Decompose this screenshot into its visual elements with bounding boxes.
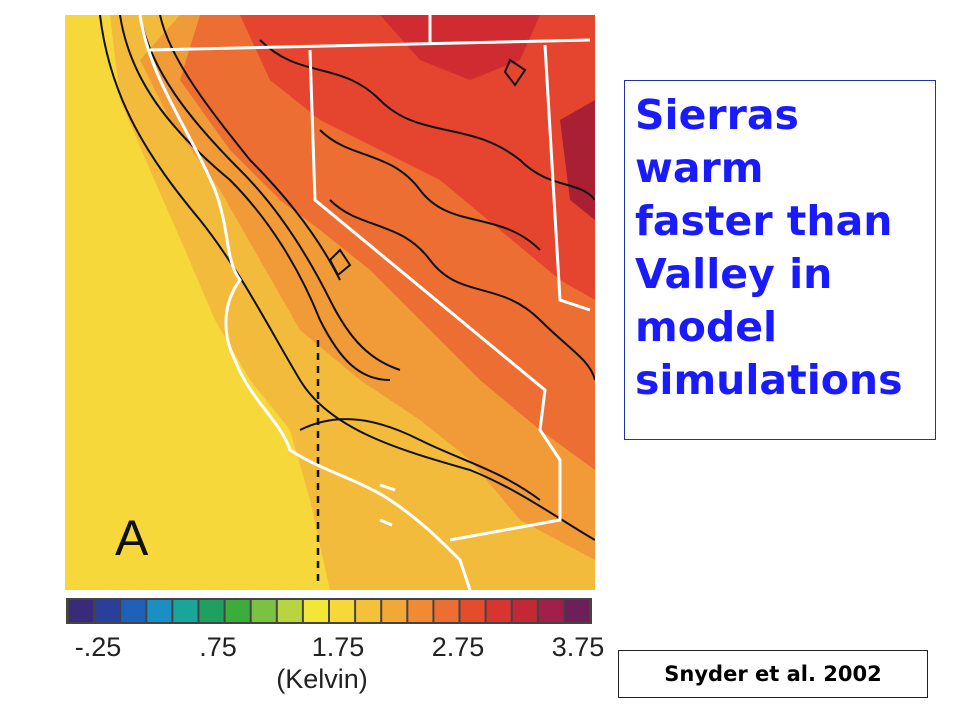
colorbar-swatch bbox=[564, 600, 589, 622]
callout-line: Sierras bbox=[635, 91, 799, 139]
colorbar-swatch bbox=[277, 600, 302, 622]
colorbar-swatch bbox=[434, 600, 459, 622]
callout-line: model bbox=[635, 303, 778, 351]
colorbar-tick-label: -.25 bbox=[75, 632, 122, 662]
colorbar-swatch bbox=[356, 600, 381, 622]
colorbar-swatch bbox=[512, 600, 537, 622]
colorbar-swatch bbox=[330, 600, 355, 622]
colorbar-tick-label: .75 bbox=[199, 632, 237, 662]
citation: Snyder et al. 2002 bbox=[618, 650, 928, 698]
colorbar-swatch bbox=[382, 600, 407, 622]
colorbar-swatch bbox=[147, 600, 172, 622]
colorbar-swatch bbox=[538, 600, 563, 622]
temperature-map bbox=[65, 15, 595, 590]
callout-line: warm bbox=[635, 144, 764, 192]
colorbar bbox=[66, 598, 592, 624]
callout-line: simulations bbox=[635, 356, 903, 404]
colorbar-unit: (Kelvin) bbox=[276, 664, 368, 694]
colorbar-swatch bbox=[121, 600, 146, 622]
panel-label: A bbox=[115, 510, 149, 566]
colorbar-swatch bbox=[69, 600, 94, 622]
colorbar-swatch bbox=[199, 600, 224, 622]
colorbar-swatch bbox=[173, 600, 198, 622]
colorbar-swatch bbox=[303, 600, 328, 622]
colorbar-swatch bbox=[225, 600, 250, 622]
colorbar-swatch bbox=[460, 600, 485, 622]
colorbar-tick-label: 2.75 bbox=[432, 632, 485, 662]
colorbar-swatch bbox=[486, 600, 511, 622]
colorbar-swatch bbox=[95, 600, 120, 622]
callout-box: Sierras warm faster than Valley in model simu… bbox=[624, 80, 936, 440]
callout-line: Valley in bbox=[635, 250, 833, 298]
colorbar-tick-label: 1.75 bbox=[312, 632, 365, 662]
colorbar-swatch bbox=[408, 600, 433, 622]
colorbar-swatch bbox=[251, 600, 276, 622]
colorbar-tick-label: 3.75 bbox=[552, 632, 605, 662]
callout-line: faster than bbox=[635, 197, 893, 245]
